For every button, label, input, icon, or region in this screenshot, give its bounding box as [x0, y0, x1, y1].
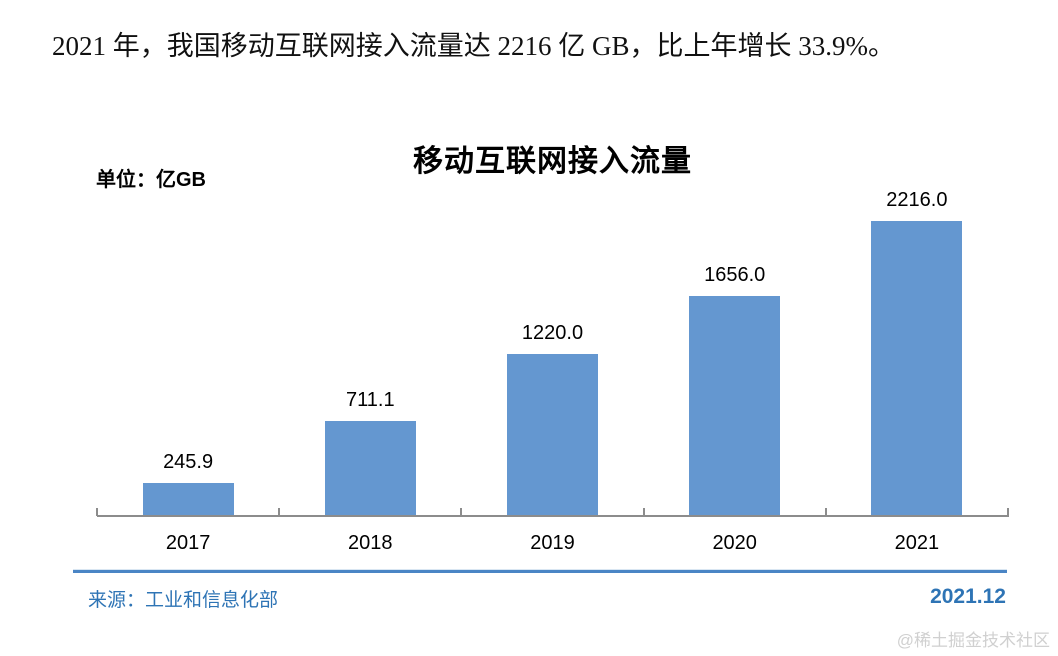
axis-tick	[460, 508, 463, 516]
watermark: @稀土掘金技术社区	[896, 631, 1050, 650]
axis-tick	[278, 508, 281, 516]
footer-divider	[73, 569, 1007, 573]
axis-tick	[1007, 508, 1009, 516]
bar-2019	[507, 354, 598, 516]
x-tick-label-2021: 2021	[894, 532, 940, 554]
value-label-2020: 1656.0	[704, 264, 766, 286]
x-tick-label-2020: 2020	[712, 532, 757, 554]
x-tick-label-2018: 2018	[348, 532, 393, 554]
chart-title: 移动互联网接入流量	[413, 145, 692, 178]
bar-2020	[689, 296, 781, 516]
unit-label: 单位：亿GB	[96, 169, 206, 191]
x-tick-label-2017: 2017	[165, 532, 211, 554]
value-label-2018: 711.1	[346, 389, 395, 411]
date-label: 2021.12	[930, 585, 1006, 608]
axis-tick	[96, 508, 98, 516]
value-label-2019: 1220.0	[521, 322, 584, 344]
headline-text: 2021 年，我国移动互联网接入流量达 2216 亿 GB，比上年增长 33.9…	[52, 31, 895, 61]
bar-2017	[142, 483, 234, 516]
x-tick-label-2019: 2019	[530, 532, 575, 554]
bar-2018	[324, 421, 416, 516]
x-axis-line	[97, 515, 1009, 517]
source-label: 来源：工业和信息化部	[88, 590, 279, 611]
value-label-2021: 2216.0	[886, 189, 948, 211]
value-label-2017: 245.9	[163, 451, 214, 473]
axis-tick	[642, 508, 645, 516]
axis-tick	[824, 508, 827, 516]
bar-2021	[871, 221, 963, 516]
